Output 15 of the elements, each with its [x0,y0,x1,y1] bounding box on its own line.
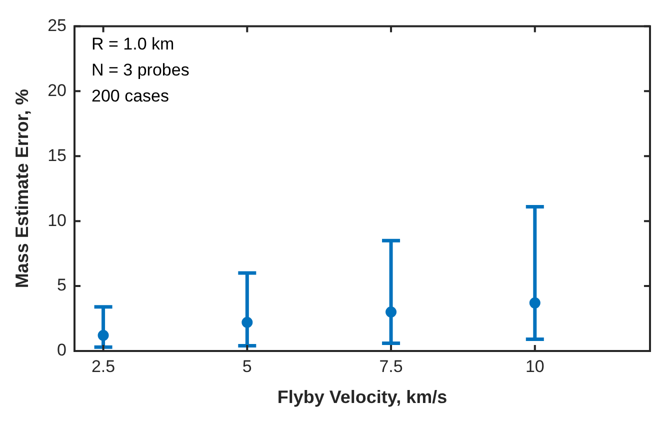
x-tick-label: 5 [242,356,252,376]
y-tick-label: 15 [48,146,67,165]
annotation: R = 1.0 km [92,34,174,54]
x-tick-label: 2.5 [91,356,116,376]
x-tick-label: 10 [525,356,544,376]
y-axis-title: Mass Estimate Error, % [12,89,32,288]
x-tick-label: 7.5 [379,356,403,376]
y-tick-label: 10 [48,210,67,230]
annotation: 200 cases [92,86,170,106]
y-tick-label: 20 [48,80,67,100]
x-axis-title: Flyby Velocity, km/s [277,387,448,408]
annotation: N = 3 probes [92,60,190,80]
y-tick-label: 0 [57,340,67,360]
y-tick-label: 5 [57,276,67,295]
y-tick-label: 25 [48,16,67,35]
